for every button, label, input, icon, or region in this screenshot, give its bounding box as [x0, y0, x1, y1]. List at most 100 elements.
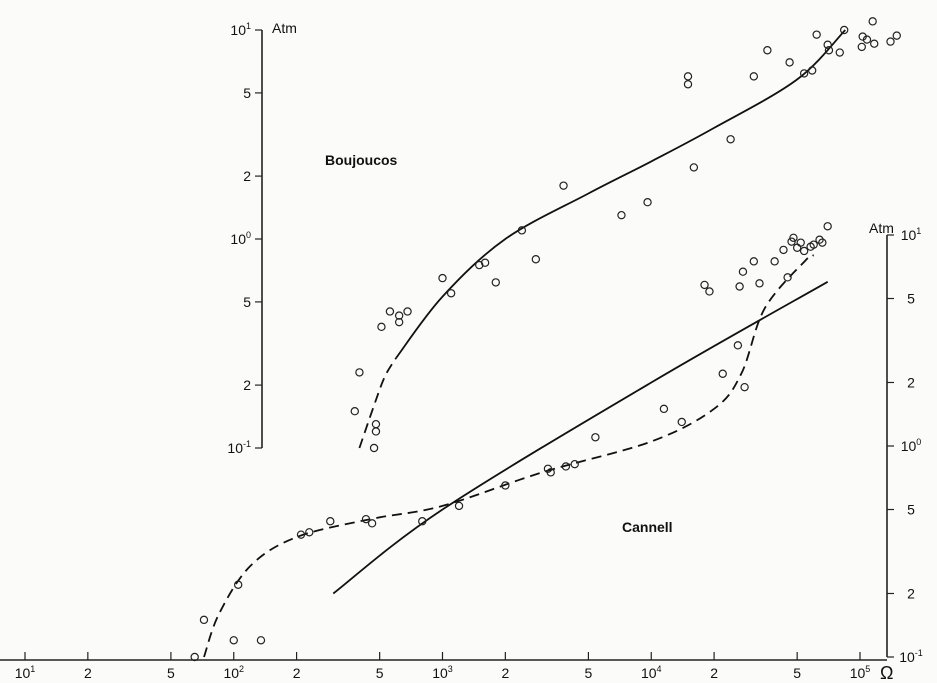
- x-tick-label-11: 5: [793, 665, 801, 681]
- x-tick-label-7: 2: [501, 665, 509, 681]
- data-point-cannell-41: [823, 222, 832, 231]
- data-point-cannell-32: [787, 237, 796, 246]
- x-tick-label-8: 5: [585, 665, 593, 681]
- data-point-boujoucos-13: [480, 258, 490, 267]
- data-point-boujoucos-40: [892, 31, 901, 40]
- x-tick-label-12: 105: [850, 664, 871, 681]
- data-point-cannell-28: [755, 279, 764, 288]
- data-point-cannell-19: [677, 417, 686, 427]
- data-point-cannell-2: [229, 636, 238, 645]
- data-point-boujoucos-21: [683, 72, 693, 81]
- fit-line-dashed-boujoucos: [358, 357, 397, 449]
- x-tick-label-1: 2: [84, 665, 92, 681]
- x-tick-label-10: 2: [710, 665, 718, 681]
- x-tick-label-6: 103: [432, 664, 453, 681]
- data-point-boujoucos-30: [823, 40, 832, 49]
- data-point-cannell-21: [705, 287, 714, 296]
- right-y-tick-label-6: 101: [901, 226, 922, 243]
- data-point-cannell-16: [570, 459, 579, 469]
- data-point-boujoucos-24: [749, 72, 759, 81]
- right-y-tick-label-3: 100: [901, 437, 922, 454]
- labels-group: Atm Atm Ω Boujoucos Cannell: [272, 20, 894, 683]
- axes-group: 101 2 5 102 2 5 103 2 5 104 2 5 105 10-1 2 5 100 2 5 101 10-…: [0, 21, 923, 681]
- x-axis-unit-label: Ω: [880, 663, 893, 683]
- right-y-tick-label-4: 2: [907, 374, 915, 390]
- x-tick-label-2: 5: [167, 665, 175, 681]
- series-label-boujoucos: Boujoucos: [325, 152, 398, 168]
- data-point-boujoucos-38: [870, 39, 879, 48]
- data-point-boujoucos-11: [446, 289, 456, 298]
- left-y-tick-label-5: 5: [243, 85, 251, 101]
- data-point-cannell-27: [749, 257, 759, 266]
- data-point-cannell-35: [796, 238, 805, 247]
- fit-line-solid-boujoucos: [395, 29, 846, 359]
- data-point-boujoucos-15: [517, 226, 527, 235]
- data-point-cannell-30: [779, 245, 788, 255]
- left-y-tick-label-4: 2: [243, 168, 251, 184]
- left-axis-unit-label: Atm: [272, 20, 297, 36]
- right-y-tick-label-1: 2: [907, 585, 915, 601]
- data-point-cannell-12: [501, 481, 510, 490]
- x-tick-label-9: 104: [641, 664, 662, 681]
- data-point-boujoucos-19: [643, 197, 652, 207]
- data-point-boujoucos-6: [385, 307, 395, 316]
- data-point-boujoucos-20: [683, 80, 693, 89]
- left-y-tick-label-6: 101: [230, 21, 251, 38]
- data-point-cannell-10: [418, 517, 427, 526]
- data-point-cannell-29: [770, 257, 779, 266]
- data-point-cannell-25: [738, 267, 748, 276]
- data-point-boujoucos-0: [350, 406, 359, 416]
- data-point-boujoucos-7: [394, 311, 404, 320]
- left-y-tick-label-2: 5: [243, 294, 251, 310]
- series-label-cannell: Cannell: [622, 519, 673, 535]
- data-point-cannell-22: [718, 369, 727, 378]
- data-point-cannell-23: [733, 341, 743, 350]
- data-point-cannell-0: [190, 652, 199, 662]
- data-point-boujoucos-31: [824, 46, 834, 55]
- data-point-boujoucos-25: [763, 46, 772, 55]
- x-tick-label-5: 5: [376, 665, 384, 681]
- data-point-cannell-24: [735, 282, 744, 291]
- fit-curves-group: [203, 29, 846, 658]
- data-point-boujoucos-16: [531, 255, 541, 264]
- x-tick-label-0: 101: [15, 664, 36, 681]
- data-point-cannell-31: [783, 273, 792, 282]
- left-y-tick-label-3: 100: [230, 230, 251, 247]
- data-point-cannell-40: [818, 238, 827, 247]
- data-point-cannell-20: [700, 280, 709, 290]
- data-point-boujoucos-1: [355, 368, 364, 377]
- data-point-boujoucos-14: [491, 278, 500, 287]
- data-point-boujoucos-17: [559, 181, 568, 190]
- data-point-cannell-6: [305, 528, 314, 537]
- right-y-tick-label-5: 5: [907, 291, 915, 307]
- data-point-cannell-33: [789, 233, 798, 242]
- left-y-tick-label-0: 10-1: [227, 439, 251, 456]
- data-point-boujoucos-2: [369, 443, 379, 453]
- data-point-cannell-18: [659, 404, 669, 414]
- data-point-cannell-8: [361, 514, 371, 524]
- data-point-cannell-11: [454, 501, 464, 511]
- data-point-boujoucos-39: [886, 37, 895, 46]
- data-point-boujoucos-3: [371, 427, 381, 436]
- data-point-cannell-9: [367, 519, 377, 528]
- data-point-boujoucos-18: [617, 210, 626, 220]
- x-tick-label-3: 102: [223, 664, 244, 681]
- data-point-boujoucos-22: [689, 163, 699, 172]
- data-point-boujoucos-10: [438, 273, 447, 283]
- data-point-cannell-14: [546, 468, 555, 477]
- data-points-group: [190, 17, 901, 662]
- data-point-boujoucos-34: [857, 42, 866, 52]
- data-point-boujoucos-9: [403, 307, 412, 316]
- data-point-boujoucos-33: [839, 25, 849, 35]
- right-y-tick-label-0: 10-1: [899, 648, 923, 665]
- data-point-cannell-26: [740, 382, 749, 392]
- data-point-boujoucos-28: [807, 66, 817, 75]
- data-point-cannell-3: [233, 580, 243, 589]
- data-point-boujoucos-37: [868, 17, 877, 26]
- data-point-boujoucos-36: [862, 35, 872, 44]
- data-point-cannell-7: [326, 517, 335, 526]
- data-point-cannell-5: [296, 530, 306, 539]
- data-point-boujoucos-5: [377, 322, 386, 332]
- data-point-cannell-34: [792, 243, 802, 252]
